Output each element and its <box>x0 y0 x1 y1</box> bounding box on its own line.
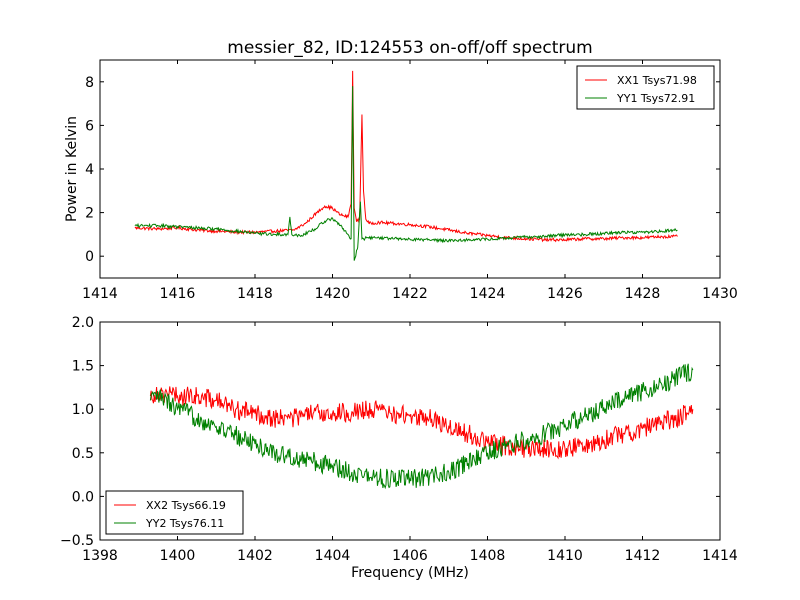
y-tick-label: 4 <box>85 162 94 178</box>
top-spectrum-panel: 1414 1416 1418 1420 1422 1424 1426 1428 1430 0 2 4 6… <box>64 59 738 302</box>
series-line-yy1 <box>134 86 678 261</box>
legend-box <box>576 65 715 110</box>
x-tick-label: 1410 <box>547 548 583 564</box>
series-line-yy2 <box>149 363 694 490</box>
legend-box <box>105 490 244 535</box>
x-tick-label: 1414 <box>82 286 118 302</box>
x-tick-label: 1428 <box>625 286 661 302</box>
y-tick-label: 8 <box>85 75 94 91</box>
x-axis-title: Frequency (MHz) <box>351 565 469 581</box>
x-tick-label: 1402 <box>237 548 273 564</box>
x-tick-label: 1406 <box>392 548 428 564</box>
legend: XX2 Tsys66.19 YY2 Tsys76.11 <box>105 490 244 535</box>
figure-title: messier_82, ID:124553 on-off/off spectru… <box>227 38 592 58</box>
x-tick-label: 1420 <box>315 286 351 302</box>
legend-label: YY2 Tsys76.11 <box>145 517 224 530</box>
y-tick-label: 0 <box>85 249 94 265</box>
y-tick-label: 1.0 <box>72 402 94 418</box>
y-axis-title: Power in Kelvin <box>64 116 80 222</box>
x-tick-label: 1414 <box>702 548 738 564</box>
x-tick-label: 1424 <box>470 286 506 302</box>
legend: XX1 Tsys71.98 YY1 Tsys72.91 <box>576 65 715 110</box>
series-line-xx2 <box>149 386 694 460</box>
x-tick-label: 1408 <box>470 548 506 564</box>
x-tick-label: 1426 <box>547 286 583 302</box>
legend-label: XX1 Tsys71.98 <box>617 74 697 87</box>
y-tick-label: 2.0 <box>72 315 94 331</box>
x-tick-label: 1404 <box>315 548 351 564</box>
legend-label: XX2 Tsys66.19 <box>146 499 226 512</box>
x-tick-label: 1416 <box>160 286 196 302</box>
y-tick-label: −0.5 <box>60 533 94 549</box>
y-tick-label: 1.5 <box>72 359 94 375</box>
y-tick-label: 2 <box>85 206 94 222</box>
bottom-spectrum-panel: 1398 1400 1402 1404 1406 1408 1410 1412 1414 −0.5… <box>60 315 738 581</box>
y-tick-label: 6 <box>85 118 94 134</box>
x-tick-label: 1422 <box>392 286 428 302</box>
x-tick-label: 1412 <box>625 548 661 564</box>
legend-label: YY1 Tsys72.91 <box>616 92 695 105</box>
x-tick-label: 1398 <box>82 548 118 564</box>
x-tick-label: 1430 <box>702 286 738 302</box>
y-tick-label: 0.0 <box>72 489 94 505</box>
series-line-xx1 <box>134 70 678 243</box>
y-tick-label: 0.5 <box>72 446 94 462</box>
x-tick-label: 1418 <box>237 286 273 302</box>
x-tick-label: 1400 <box>160 548 196 564</box>
